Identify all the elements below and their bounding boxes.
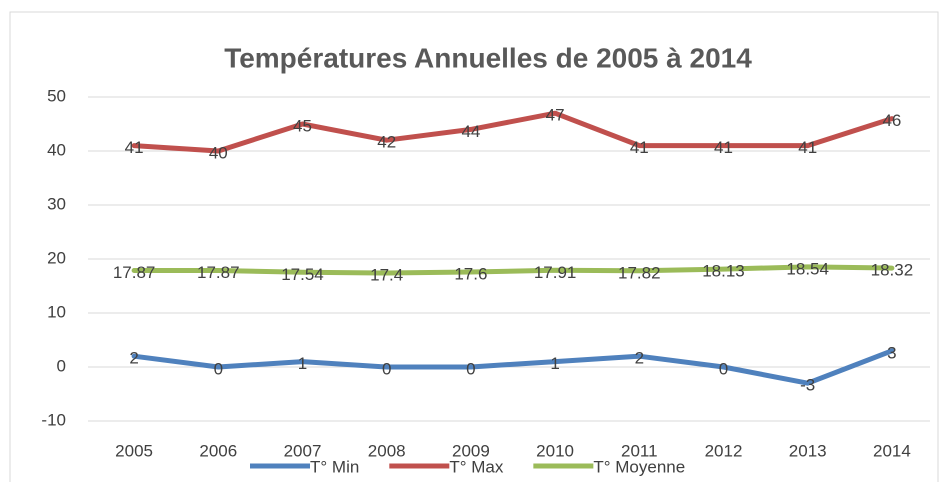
data-label: 0 (382, 359, 391, 378)
y-tick-label: 40 (47, 140, 66, 159)
data-label: 1 (298, 354, 307, 373)
x-tick-label: 2007 (284, 441, 322, 460)
data-label: 17.87 (113, 263, 156, 282)
data-label: 41 (125, 138, 144, 157)
data-label: 17.4 (370, 266, 403, 285)
data-label: 3 (887, 343, 896, 362)
x-tick-label: 2011 (621, 441, 658, 460)
legend-label: T° Moyenne (593, 457, 685, 476)
data-label: 2 (129, 349, 138, 368)
data-label: 0 (214, 359, 223, 378)
y-tick-label: 0 (57, 356, 66, 375)
data-label: 46 (882, 111, 901, 130)
x-tick-label: 2005 (115, 441, 153, 460)
y-tick-label: 30 (47, 194, 66, 213)
data-label: 42 (377, 133, 396, 152)
data-label: 17.87 (197, 263, 240, 282)
data-label: 0 (466, 359, 475, 378)
x-tick-label: 2012 (705, 441, 743, 460)
y-tick-label: 50 (47, 86, 66, 105)
data-label: 41 (630, 138, 649, 157)
data-label: 41 (714, 138, 733, 157)
data-label: 0 (719, 359, 728, 378)
data-label: 41 (798, 138, 817, 157)
y-tick-label: 10 (47, 302, 66, 321)
y-tick-label: 20 (47, 248, 66, 267)
data-label: 18.13 (702, 262, 745, 281)
x-tick-label: 2006 (199, 441, 237, 460)
data-label: 45 (293, 116, 312, 135)
chart-title: Températures Annuelles de 2005 à 2014 (224, 42, 752, 73)
chart-border (9, 11, 939, 482)
data-label: 2 (635, 349, 644, 368)
x-tick-label: 2013 (789, 441, 827, 460)
line (131, 348, 895, 386)
x-tick-label: 2010 (536, 441, 574, 460)
data-label: 17.54 (281, 265, 324, 284)
y-tick-label: -10 (41, 410, 66, 429)
data-label: 18.54 (786, 259, 829, 278)
data-label: 18.32 (871, 261, 914, 280)
line (131, 264, 895, 276)
data-label: 1 (550, 354, 559, 373)
data-label: 47 (546, 106, 565, 125)
data-label: 17.82 (618, 263, 661, 282)
data-label: 17.91 (534, 263, 577, 282)
data-label: 44 (461, 122, 480, 141)
data-label: 40 (209, 143, 228, 162)
legend-label: T° Max (449, 457, 504, 476)
x-tick-label: 2009 (452, 441, 490, 460)
line (131, 110, 895, 154)
x-tick-label: 2014 (873, 441, 911, 460)
data-label: 17.6 (454, 264, 487, 283)
legend-label: T° Min (310, 457, 359, 476)
data-label: -3 (800, 376, 815, 395)
x-tick-label: 2008 (368, 441, 406, 460)
